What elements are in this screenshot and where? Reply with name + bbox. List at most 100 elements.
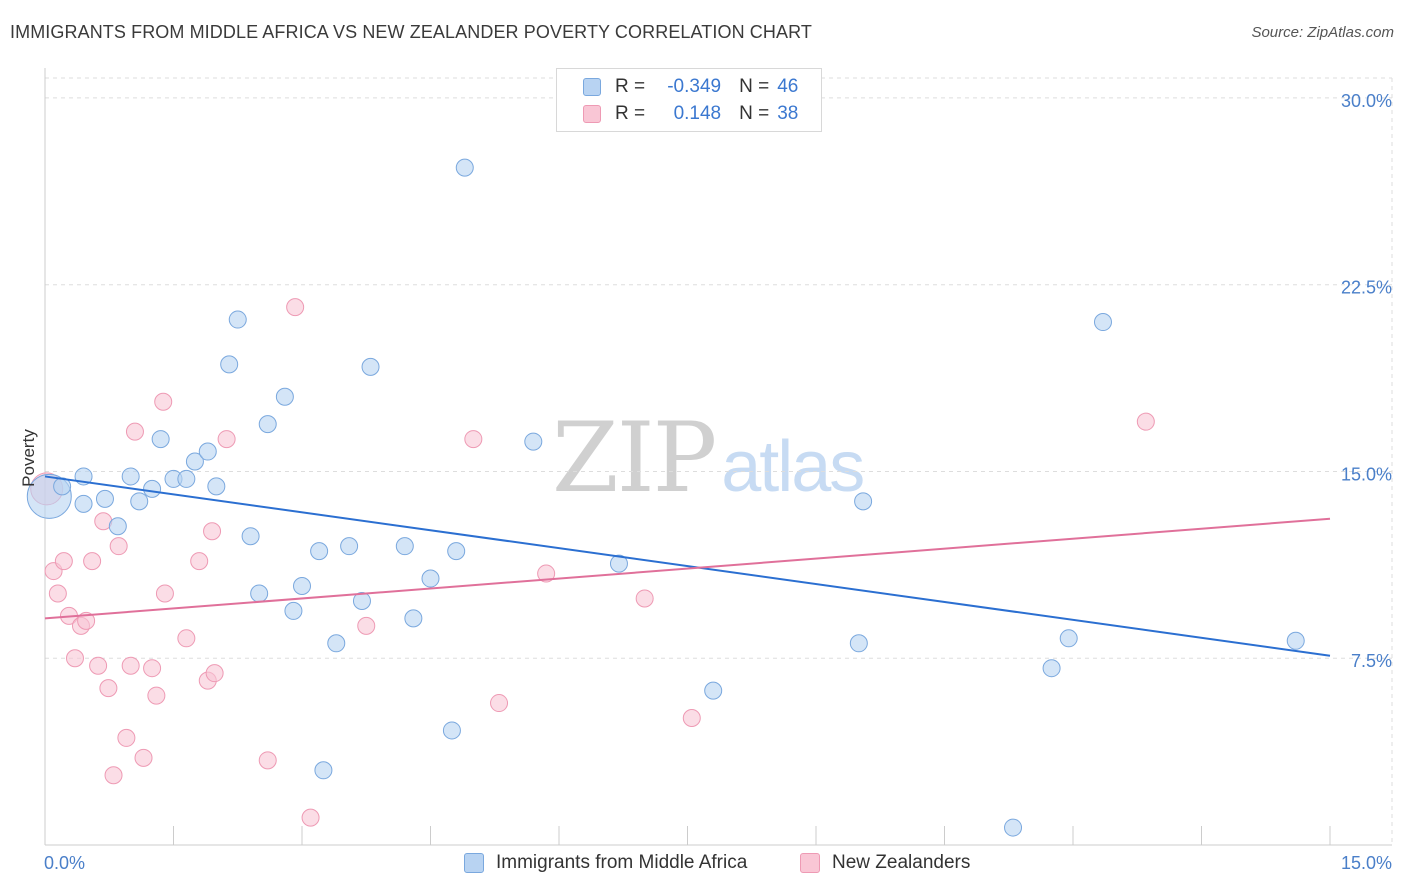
bottom-legend-series1: Immigrants from Middle Africa — [464, 852, 747, 874]
scatter-point-pink — [464, 430, 483, 449]
x-tick-label-max: 15.0% — [1341, 853, 1392, 873]
r-value-series2: 0.148 — [673, 103, 722, 124]
scatter-point-blue — [293, 577, 311, 596]
scatter-point-pink — [537, 564, 556, 583]
stats-legend-row-series1: R = -0.349 N = 46 — [583, 75, 798, 99]
n-value-series1: 46 — [777, 76, 799, 97]
scatter-point-pink — [190, 552, 209, 571]
trend-lines — [44, 475, 1331, 657]
scatter-point-blue — [258, 415, 277, 434]
scatter-point-pink — [258, 751, 277, 770]
bottom-legend-label-series1: Immigrants from Middle Africa — [496, 852, 748, 873]
scatter-point-pink — [83, 552, 102, 571]
series-immigrants-from-middle-africa — [26, 158, 1305, 837]
chart-title: IMMIGRANTS FROM MIDDLE AFRICA VS NEW ZEA… — [10, 22, 812, 42]
x-tick-label-min: 0.0% — [44, 853, 85, 873]
scatter-point-pink — [99, 679, 118, 698]
scatter-point-pink — [490, 694, 509, 713]
scatter-point-pink — [177, 629, 196, 648]
scatter-point-pink — [301, 808, 320, 827]
scatter-point-blue — [220, 355, 239, 374]
scatter-point-pink — [125, 422, 144, 441]
scatter-point-blue — [404, 609, 423, 628]
y-tick-label: 15.0% — [1341, 464, 1392, 484]
scatter-point-blue — [151, 430, 170, 449]
scatter-point-pink — [286, 298, 305, 317]
scatter-point-blue — [108, 517, 127, 536]
scatter-point-pink — [1136, 412, 1155, 431]
scatter-point-blue — [327, 634, 346, 653]
scatter-point-blue — [421, 569, 440, 588]
scatter-point-blue — [609, 554, 628, 573]
scatter-point-blue — [177, 469, 196, 488]
scatter-point-pink — [54, 552, 73, 571]
n-label-series1: N = — [739, 76, 770, 97]
scatter-point-blue — [143, 479, 162, 498]
scatter-point-blue — [361, 357, 380, 376]
scatter-point-blue — [455, 158, 474, 177]
scatter-point-pink — [357, 616, 376, 635]
y-tick-label: 30.0% — [1341, 91, 1392, 111]
bottom-legend-swatch-blue — [464, 853, 484, 873]
scatter-point-blue — [340, 537, 359, 556]
scatter-point-blue — [275, 387, 294, 406]
scatter-point-blue — [524, 432, 543, 451]
scatter-point-blue — [228, 310, 247, 329]
scatter-point-blue — [130, 492, 149, 511]
scatter-point-pink — [109, 537, 128, 556]
watermark: ZIPatlas — [552, 402, 865, 514]
scatter-point-blue — [352, 591, 371, 610]
scatter-point-blue — [74, 494, 93, 513]
scatter-point-blue — [121, 467, 140, 486]
scatter-point-pink — [104, 766, 123, 785]
legend-swatch-pink — [583, 105, 601, 123]
r-label-series2: R = — [615, 103, 646, 124]
scatter-point-pink — [147, 686, 166, 705]
scatter-point-pink — [682, 708, 701, 727]
y-axis-title: Poverty — [19, 429, 38, 487]
scatter-point-blue — [1059, 629, 1078, 648]
grid-lines — [45, 77, 1393, 845]
scatter-point-blue — [447, 542, 466, 561]
watermark-zip: ZIP — [552, 402, 717, 514]
scatter-point-blue — [1004, 818, 1023, 837]
scatter-point-blue — [241, 527, 260, 546]
scatter-point-blue — [1286, 631, 1305, 650]
bottom-legend-swatch-pink — [800, 853, 820, 873]
source-label: Source: ZipAtlas.com — [1251, 24, 1394, 41]
scatter-point-blue — [442, 721, 461, 740]
scatter-point-blue — [207, 477, 226, 496]
series-new-zealanders — [30, 298, 1155, 827]
axes — [44, 68, 1392, 846]
scatter-point-pink — [121, 656, 140, 675]
stats-legend: R = -0.349 N = 46 R = 0.148 N = 38 — [556, 68, 822, 132]
scatter-point-blue — [704, 681, 723, 700]
tick-labels: 7.5% 15.0% 22.5% 30.0% 0.0% 15.0% — [44, 91, 1392, 873]
watermark-atlas: atlas — [721, 427, 865, 507]
n-value-series2: 38 — [777, 103, 799, 124]
scatter-point-blue — [198, 442, 217, 461]
bottom-legend-series2: New Zealanders — [800, 852, 970, 874]
scatter-point-pink — [117, 728, 136, 747]
y-tick-label: 7.5% — [1351, 651, 1392, 671]
scatter-point-pink — [134, 748, 153, 767]
y-tick-label: 22.5% — [1341, 278, 1392, 298]
scatter-point-pink — [143, 659, 162, 678]
bottom-legend-label-series2: New Zealanders — [832, 852, 971, 873]
scatter-point-blue — [250, 584, 269, 603]
r-value-series1: -0.349 — [667, 76, 722, 97]
stats-legend-row-series2: R = 0.148 N = 38 — [583, 102, 798, 126]
r-label-series1: R = — [615, 76, 646, 97]
scatter-point-pink — [154, 392, 173, 411]
scatter-point-blue — [95, 489, 114, 508]
trend-line-blue — [44, 475, 1331, 657]
scatter-point-blue — [395, 537, 414, 556]
trend-line-pink — [44, 517, 1331, 620]
scatter-point-pink — [89, 656, 108, 675]
scatter-point-blue — [310, 542, 329, 561]
scatter-point-blue — [284, 601, 303, 620]
scatter-point-pink — [48, 584, 67, 603]
scatter-point-pink — [203, 522, 222, 541]
scatter-point-pink — [217, 430, 236, 449]
